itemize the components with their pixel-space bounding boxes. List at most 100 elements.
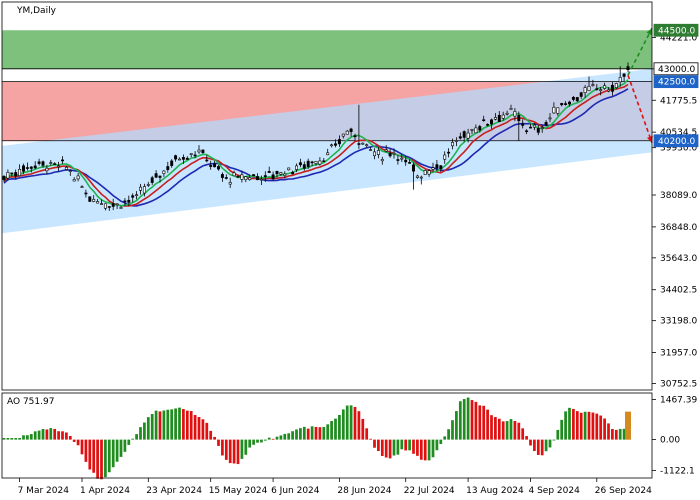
candle-body xyxy=(603,85,607,89)
ao-bar xyxy=(283,433,287,440)
candle-body xyxy=(419,176,423,179)
candle-body xyxy=(68,170,72,172)
ao-bar xyxy=(49,428,53,440)
ao-bar xyxy=(252,439,255,445)
candle-body xyxy=(45,167,49,172)
ao-bar xyxy=(486,409,489,440)
ao-bar xyxy=(408,439,411,451)
level-badge-label: 42500.0 xyxy=(658,78,695,88)
ao-bar xyxy=(455,411,458,440)
candle-body xyxy=(279,172,283,175)
ao-bar xyxy=(139,427,142,440)
ao-bar xyxy=(458,401,462,440)
ao-bar xyxy=(100,439,103,480)
date-label: 22 Jul 2024 xyxy=(404,486,455,496)
candle-body xyxy=(454,140,458,142)
candle-body xyxy=(174,155,178,160)
ao-bar xyxy=(228,439,232,464)
candle-body xyxy=(29,166,33,169)
candle-body xyxy=(357,143,361,145)
candle-body xyxy=(423,170,427,175)
candle-body xyxy=(302,164,306,169)
candle-body xyxy=(400,157,404,160)
candle-body xyxy=(256,176,259,181)
candle-body xyxy=(139,186,142,191)
candle-body xyxy=(431,167,435,170)
ao-bar xyxy=(517,422,521,440)
ao-bar xyxy=(326,424,330,440)
candle-body xyxy=(2,176,6,180)
candle-body xyxy=(189,153,193,155)
ao-bar xyxy=(158,411,162,440)
ao-bar xyxy=(68,436,72,440)
candle-body xyxy=(509,108,513,110)
candle-body xyxy=(10,172,14,175)
candle-body xyxy=(564,103,568,105)
ao-bar xyxy=(423,439,427,461)
candle-body xyxy=(591,84,595,86)
candle-body xyxy=(213,163,217,168)
candle-body xyxy=(178,158,181,161)
candle-body xyxy=(271,174,275,180)
ao-bar xyxy=(166,409,170,440)
ao-bar xyxy=(217,439,220,446)
ao-bar xyxy=(26,435,29,440)
ao-bar xyxy=(349,405,353,440)
candle-body xyxy=(337,139,341,145)
ao-bar xyxy=(310,426,314,440)
candle-body xyxy=(103,203,107,209)
candle-body xyxy=(291,171,295,175)
ao-tick-label: 0.00 xyxy=(660,436,680,446)
ao-bar xyxy=(267,437,271,440)
candle-body xyxy=(404,159,408,163)
symbol-label: YM,Daily xyxy=(16,6,57,16)
ao-bar xyxy=(607,423,610,440)
ao-bar xyxy=(603,418,606,440)
level-badge-label: 43000.0 xyxy=(658,65,695,75)
candle-body xyxy=(154,173,158,178)
candle-body xyxy=(556,107,560,114)
candle-body xyxy=(18,169,22,177)
ao-bar xyxy=(377,439,380,451)
trend-channel xyxy=(2,68,652,234)
candle-body xyxy=(240,174,244,180)
ao-last-bar xyxy=(625,411,631,440)
candle-body xyxy=(295,165,298,170)
candle-body xyxy=(622,73,626,77)
ao-bar xyxy=(256,439,259,443)
ao-bar xyxy=(291,431,294,440)
up-arrow-head xyxy=(646,28,652,36)
candle-body xyxy=(84,192,88,195)
ao-bar xyxy=(412,439,415,454)
candle-body xyxy=(220,174,224,178)
ao-bar xyxy=(419,439,423,460)
ao-bar xyxy=(221,439,224,456)
ao-bar xyxy=(287,433,291,440)
ao-bar xyxy=(494,417,497,440)
candle-body xyxy=(493,117,497,120)
ao-bar xyxy=(564,411,567,440)
ao-bar xyxy=(540,439,544,456)
price-tick-label: 31957.0 xyxy=(660,349,697,359)
ao-bar xyxy=(185,410,189,440)
main-plot-area xyxy=(2,30,652,234)
ao-bar xyxy=(279,435,283,440)
ao-tick-label: -1122.1 xyxy=(660,466,695,476)
candle-body xyxy=(583,87,587,94)
ao-bar xyxy=(209,430,213,440)
candle-body xyxy=(392,152,396,155)
candle-body xyxy=(408,162,412,164)
ao-bar xyxy=(599,415,603,440)
ao-bar xyxy=(466,397,470,440)
ao-bar xyxy=(587,411,591,440)
ao-bar xyxy=(435,439,439,451)
candle-body xyxy=(76,175,80,180)
ao-bar xyxy=(18,438,21,440)
ao-bar xyxy=(451,420,454,440)
ao-bar xyxy=(232,439,236,464)
ao-bar xyxy=(474,401,478,440)
ao-bar xyxy=(104,439,107,478)
ao-bar xyxy=(115,439,119,462)
candle-body xyxy=(486,123,490,126)
candle-body xyxy=(326,152,330,156)
